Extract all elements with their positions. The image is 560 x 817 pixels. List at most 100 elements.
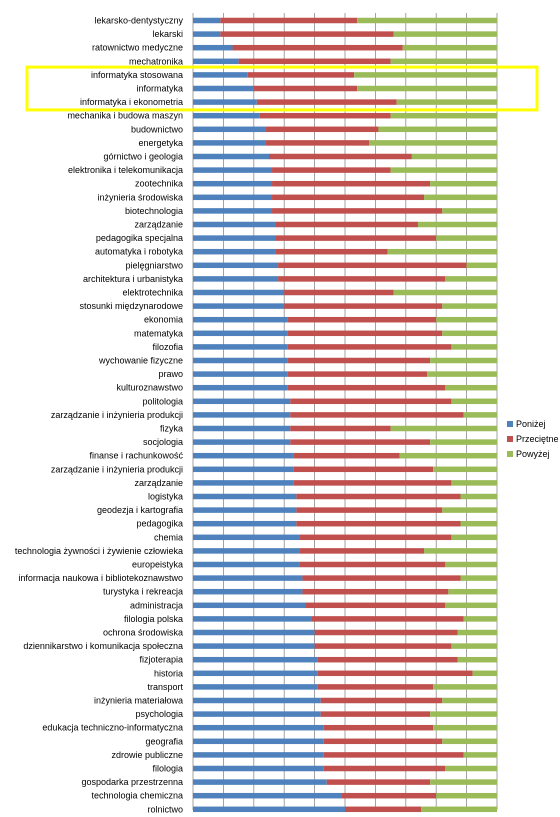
bar-przecietne — [293, 466, 434, 473]
bar-row-ekonomia — [193, 316, 497, 323]
legend-item-ponizej: Poniżej — [507, 419, 546, 429]
bar-row-gospodarka-przestrzenna — [193, 779, 497, 785]
bar-row-mechanika-i-budowa-maszyn — [193, 112, 497, 119]
bar-ponizej — [193, 276, 279, 282]
bar-ponizej — [193, 466, 294, 473]
bar-ponizej — [193, 221, 276, 228]
bar-ponizej — [193, 31, 221, 37]
bar-row-informatyka — [193, 85, 497, 92]
category-label: mechatronika — [129, 56, 183, 66]
bar-powyzej — [460, 493, 497, 500]
bar-przecietne — [284, 303, 443, 309]
bar-ponizej — [193, 792, 342, 799]
category-label: kulturoznawstwo — [116, 383, 183, 393]
bar-powyzej — [472, 670, 497, 677]
category-label: ekonomia — [144, 315, 183, 325]
bar-row-edukacja-techniczno-informatyczna — [193, 724, 497, 731]
bar-row-dziennikarstwo-i-komunikacja-spoleczna — [193, 643, 497, 649]
bar-ponizej — [193, 235, 276, 241]
bar-przecietne — [265, 140, 370, 146]
bar-powyzej — [460, 575, 497, 581]
bar-ponizej — [193, 493, 297, 500]
category-label: prawo — [158, 369, 183, 379]
bar-row-biotechnologia — [193, 208, 497, 214]
category-label: elektronika i telekomunikacja — [68, 165, 183, 175]
bar-ponizej — [193, 140, 266, 146]
bar-ponizej — [193, 575, 303, 581]
bar-row-socjologia — [193, 439, 497, 445]
bar-powyzej — [357, 17, 497, 24]
category-label: turystyka i rekreacja — [103, 587, 183, 597]
bar-ponizej — [193, 684, 318, 690]
bar-przecietne — [272, 208, 443, 214]
category-label: technologia chemiczna — [91, 791, 183, 801]
category-label: filozofia — [152, 342, 183, 352]
bar-row-kulturoznawstwo — [193, 384, 497, 391]
category-label: logistyka — [148, 492, 183, 502]
bar-przecietne — [296, 520, 461, 527]
bar-ponizej — [193, 303, 285, 309]
bar-ponizej — [193, 738, 324, 745]
category-label: ratownictwo medyczne — [92, 43, 183, 53]
bar-row-elektrotechnika — [193, 289, 497, 296]
bar-row-prawo — [193, 371, 497, 377]
bar-row-filologia — [193, 765, 497, 772]
bar-powyzej — [424, 194, 497, 201]
bar-row-administracja — [193, 602, 497, 609]
category-label: pielęgniarstwo — [125, 260, 183, 270]
bar-przecietne — [314, 629, 458, 636]
bar-powyzej — [445, 765, 497, 772]
bar-przecietne — [305, 602, 446, 609]
bar-ponizej — [193, 452, 294, 459]
bar-row-finanse-i-rachunkowosc — [193, 452, 497, 459]
bar-row-lekarsko-dentystyczny — [193, 17, 497, 24]
bar-powyzej — [433, 684, 497, 690]
bar-powyzej — [457, 656, 497, 663]
bar-ponizej — [193, 534, 300, 541]
bar-powyzej — [390, 425, 497, 432]
category-label: transport — [147, 682, 183, 692]
bar-row-ochrona-srodowiska — [193, 629, 497, 636]
bar-przecietne — [275, 248, 388, 255]
bar-powyzej — [427, 371, 497, 377]
category-label: biotechnologia — [125, 206, 183, 216]
bar-ponizej — [193, 384, 288, 391]
bar-przecietne — [299, 534, 452, 541]
category-label: filologia polska — [124, 614, 183, 624]
bar-row-chemia — [193, 534, 497, 541]
bar-ponizej — [193, 656, 318, 663]
bar-powyzej — [430, 711, 497, 717]
legend-label: Poniżej — [516, 419, 546, 429]
category-label: zarządzanie i inżynieria produkcji — [51, 464, 183, 474]
bar-row-mechatronika — [193, 58, 497, 65]
bar-przecietne — [296, 493, 461, 500]
category-label: matematyka — [134, 328, 183, 338]
category-label: informatyka stosowana — [91, 70, 183, 80]
bar-przecietne — [290, 425, 391, 432]
bar-przecietne — [323, 738, 443, 745]
bar-row-matematyka — [193, 330, 497, 337]
bar-przecietne — [272, 167, 391, 173]
bar-row-pedagogika — [193, 520, 497, 527]
bar-ponizej — [193, 697, 321, 704]
bar-powyzej — [445, 276, 497, 282]
bar-ponizej — [193, 248, 276, 255]
category-label: fizjoterapia — [139, 655, 183, 665]
category-label: chemia — [154, 532, 183, 542]
legend: Poniżej Przeciętne Powyżej — [507, 419, 559, 459]
bar-row-europeistyka — [193, 561, 497, 568]
bar-powyzej — [390, 112, 497, 119]
category-label: lekarski — [152, 29, 183, 39]
bar-ponizej — [193, 262, 279, 269]
bar-powyzej — [393, 289, 497, 296]
bar-ponizej — [193, 752, 324, 758]
category-label: inżynieria środowiska — [97, 192, 183, 202]
bar-powyzej — [430, 357, 497, 364]
bar-ponizej — [193, 520, 297, 527]
bar-przecietne — [259, 112, 391, 119]
bar-row-zarzadzanie — [193, 480, 497, 486]
bar-powyzej — [445, 561, 497, 568]
bar-przecietne — [323, 765, 446, 772]
bar-przecietne — [287, 384, 446, 391]
category-label: zarządzanie — [134, 478, 183, 488]
